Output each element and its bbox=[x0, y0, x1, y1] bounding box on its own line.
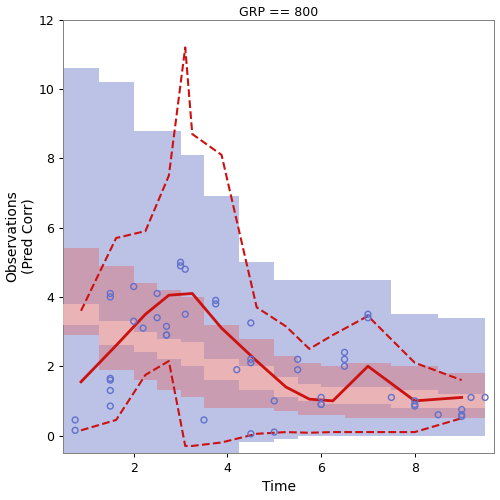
Point bbox=[411, 397, 419, 405]
Bar bbox=[392, 366, 438, 418]
Bar bbox=[134, 283, 157, 380]
Bar bbox=[180, 297, 204, 398]
Point bbox=[481, 394, 489, 402]
Y-axis label: Observations
(Pred Corr): Observations (Pred Corr) bbox=[6, 190, 36, 282]
Point bbox=[106, 374, 114, 382]
Bar bbox=[157, 338, 180, 359]
Bar bbox=[180, 155, 204, 453]
Point bbox=[388, 394, 396, 402]
Point bbox=[162, 331, 170, 339]
Bar bbox=[344, 387, 392, 404]
Bar bbox=[321, 280, 344, 436]
Point bbox=[467, 394, 475, 402]
Bar bbox=[64, 248, 98, 335]
Point bbox=[458, 410, 466, 418]
Point bbox=[212, 300, 220, 308]
Point bbox=[317, 400, 325, 408]
Point bbox=[294, 366, 302, 374]
Bar bbox=[204, 196, 239, 453]
Point bbox=[270, 428, 278, 436]
Bar bbox=[204, 324, 239, 408]
Bar bbox=[298, 384, 321, 401]
Bar bbox=[98, 321, 134, 345]
Point bbox=[130, 282, 138, 290]
Point bbox=[340, 348, 348, 356]
Point bbox=[317, 394, 325, 402]
Point bbox=[458, 406, 466, 413]
Point bbox=[106, 386, 114, 394]
Point bbox=[181, 310, 189, 318]
Bar bbox=[344, 280, 392, 436]
Bar bbox=[64, 68, 98, 453]
Bar bbox=[64, 304, 98, 324]
Point bbox=[153, 314, 161, 322]
Point bbox=[176, 258, 184, 266]
Point bbox=[340, 362, 348, 370]
Point bbox=[340, 356, 348, 364]
Bar bbox=[438, 318, 485, 436]
Point bbox=[106, 293, 114, 301]
Point bbox=[411, 400, 419, 408]
Bar bbox=[274, 280, 297, 439]
Point bbox=[153, 290, 161, 298]
Bar bbox=[157, 130, 180, 453]
Point bbox=[162, 331, 170, 339]
Point bbox=[247, 356, 255, 364]
Point bbox=[71, 426, 79, 434]
X-axis label: Time: Time bbox=[262, 480, 296, 494]
Bar bbox=[438, 394, 485, 408]
Bar bbox=[134, 130, 157, 453]
Point bbox=[106, 402, 114, 410]
Bar bbox=[180, 342, 204, 366]
Point bbox=[200, 416, 208, 424]
Bar bbox=[98, 82, 134, 453]
Point bbox=[411, 402, 419, 410]
Point bbox=[247, 319, 255, 327]
Point bbox=[130, 317, 138, 325]
Point bbox=[364, 310, 372, 318]
Bar bbox=[321, 387, 344, 404]
Bar bbox=[157, 290, 180, 390]
Point bbox=[181, 265, 189, 273]
Bar bbox=[274, 376, 297, 398]
Point bbox=[294, 356, 302, 364]
Bar bbox=[344, 363, 392, 418]
Point bbox=[270, 397, 278, 405]
Bar bbox=[321, 366, 344, 414]
Bar bbox=[239, 262, 274, 442]
Point bbox=[458, 412, 466, 420]
Point bbox=[212, 296, 220, 304]
Bar bbox=[134, 332, 157, 352]
Point bbox=[106, 376, 114, 384]
Point bbox=[247, 430, 255, 438]
Point bbox=[162, 322, 170, 330]
Bar bbox=[392, 314, 438, 436]
Bar bbox=[298, 363, 321, 414]
Title: GRP == 800: GRP == 800 bbox=[240, 6, 318, 18]
Point bbox=[364, 314, 372, 322]
Bar bbox=[298, 280, 321, 436]
Point bbox=[233, 366, 241, 374]
Bar bbox=[98, 266, 134, 370]
Bar bbox=[392, 390, 438, 408]
Bar bbox=[274, 356, 297, 412]
Bar bbox=[204, 360, 239, 380]
Point bbox=[176, 262, 184, 270]
Point bbox=[247, 359, 255, 367]
Bar bbox=[239, 338, 274, 408]
Point bbox=[434, 410, 442, 418]
Point bbox=[71, 416, 79, 424]
Bar bbox=[438, 373, 485, 418]
Point bbox=[139, 324, 147, 332]
Point bbox=[317, 400, 325, 408]
Point bbox=[106, 290, 114, 298]
Bar bbox=[239, 366, 274, 390]
